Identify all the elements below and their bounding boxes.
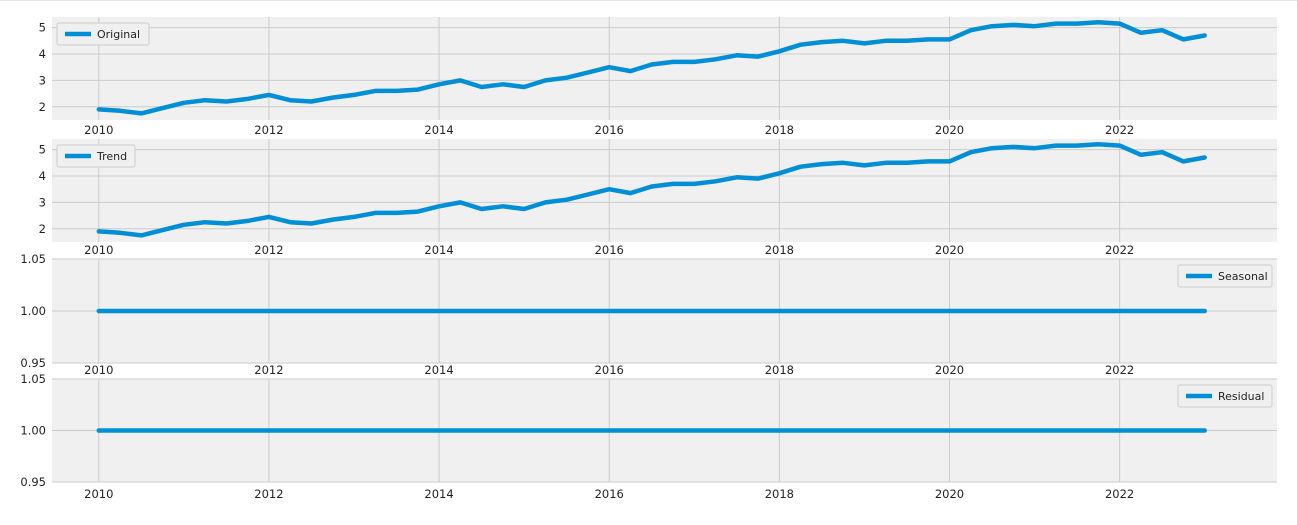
y-tick-label: 0.95 — [20, 356, 46, 370]
legend-label: Residual — [1218, 390, 1264, 403]
plot-area — [52, 139, 1277, 242]
x-tick-label: 2022 — [1105, 363, 1134, 377]
x-tick-label: 2018 — [765, 243, 794, 257]
legend-label: Seasonal — [1218, 270, 1268, 283]
y-tick-label: 1.00 — [20, 304, 46, 318]
page-top-border — [0, 0, 1297, 1]
plot-area — [52, 17, 1277, 120]
x-tick-label: 2016 — [595, 243, 624, 257]
original-panel: 2010 2012 2014 2016 2018 2020 2022 2 3 4 5 Original — [39, 17, 1277, 137]
x-tick-label: 2012 — [254, 487, 283, 501]
legend: Residual — [1177, 384, 1273, 408]
x-tick-label: 2020 — [935, 487, 964, 501]
legend-label: Original — [97, 28, 140, 41]
residual-panel: 2010 2012 2014 2016 2018 2020 2022 0.95 1.00 1.05… — [20, 372, 1277, 501]
y-tick-label: 4 — [39, 47, 46, 61]
x-tick-label: 2014 — [424, 123, 453, 137]
y-tick-label: 2 — [39, 222, 46, 236]
x-tick-label: 2020 — [935, 123, 964, 137]
x-tick-label: 2010 — [84, 123, 113, 137]
y-tick-label: 1.00 — [20, 424, 46, 438]
legend-box — [1177, 384, 1273, 408]
trend-panel: 2010 2012 2014 2016 2018 2020 2022 2 3 4 5 Trend — [39, 139, 1277, 257]
y-tick-label: 3 — [39, 195, 46, 209]
x-tick-label: 2016 — [595, 123, 624, 137]
x-tick-label: 2018 — [765, 363, 794, 377]
x-tick-label: 2022 — [1105, 243, 1134, 257]
x-tick-label: 2014 — [424, 243, 453, 257]
y-tick-label: 4 — [39, 169, 46, 183]
y-tick-label: 0.95 — [20, 475, 46, 489]
y-tick-label: 5 — [39, 21, 46, 35]
legend: Seasonal — [1177, 264, 1273, 288]
x-tick-label: 2010 — [84, 487, 113, 501]
x-tick-label: 2018 — [765, 487, 794, 501]
legend-box — [56, 22, 150, 46]
x-tick-label: 2010 — [84, 363, 113, 377]
x-tick-label: 2012 — [254, 243, 283, 257]
y-tick-label: 2 — [39, 100, 46, 114]
x-tick-label: 2022 — [1105, 487, 1134, 501]
y-tick-label: 5 — [39, 143, 46, 157]
x-tick-label: 2012 — [254, 123, 283, 137]
x-tick-label: 2014 — [424, 363, 453, 377]
legend: Trend — [56, 144, 136, 168]
legend-box — [56, 144, 136, 168]
x-tick-label: 2016 — [595, 363, 624, 377]
x-tick-label: 2018 — [765, 123, 794, 137]
x-tick-label: 2016 — [595, 487, 624, 501]
seasonal-panel: 2010 2012 2014 2016 2018 2020 2022 0.95 1.00 1.05… — [20, 252, 1277, 377]
x-tick-label: 2022 — [1105, 123, 1134, 137]
x-tick-label: 2010 — [84, 243, 113, 257]
series-line-original — [96, 20, 1207, 116]
y-tick-label: 1.05 — [20, 252, 46, 266]
series-line-trend — [96, 142, 1207, 238]
y-tick-label: 1.05 — [20, 372, 46, 386]
legend-box — [1177, 264, 1273, 288]
x-tick-label: 2020 — [935, 243, 964, 257]
x-tick-label: 2012 — [254, 363, 283, 377]
legend: Original — [56, 22, 150, 46]
y-tick-label: 3 — [39, 73, 46, 87]
legend-label: Trend — [96, 150, 127, 163]
x-tick-label: 2020 — [935, 363, 964, 377]
x-tick-label: 2014 — [424, 487, 453, 501]
